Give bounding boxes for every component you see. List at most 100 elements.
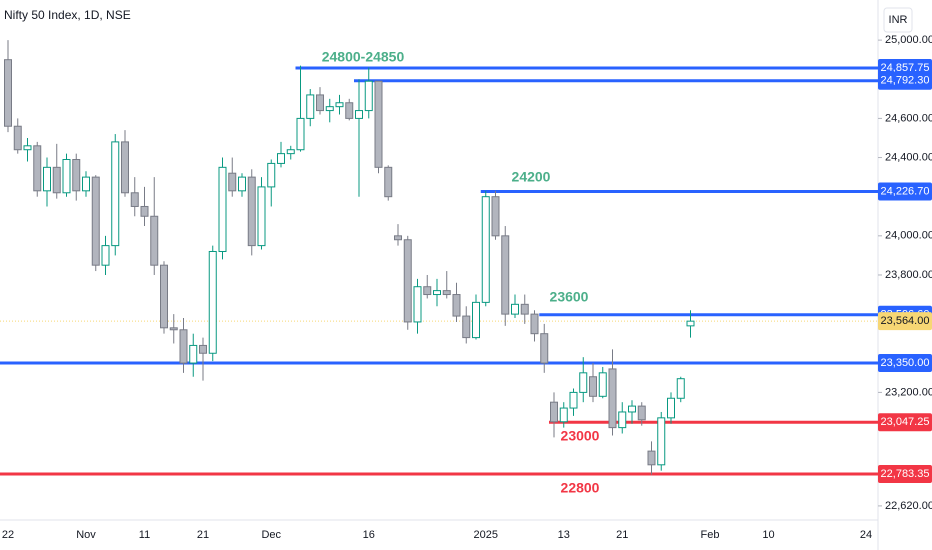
candle-body [150,215,159,266]
candle-body [462,315,471,339]
candle-body [179,329,188,364]
price-label: 23,350.00 [881,357,930,369]
candle-body [335,102,344,108]
y-tick-label: 22,620.00 [885,500,932,512]
price-label-box [878,354,932,373]
candle-body [306,94,315,119]
x-tick-label: Nov [76,529,96,541]
candle-body [472,301,480,339]
candle-body [325,106,334,112]
candle-body [277,153,285,164]
x-tick-label: 22 [2,529,14,541]
x-tick-label: 2025 [474,529,498,541]
candle-body [247,176,256,247]
candle-body [101,245,110,266]
candle-body [686,320,695,327]
y-tick-label: 24,600.00 [885,112,932,124]
level-annotation: 24800-24850 [322,49,405,65]
candle-body [452,294,461,317]
candle-body [238,176,246,192]
x-tick-label: 21 [197,529,209,541]
candle-body [530,313,539,335]
price-label-box [878,464,932,483]
x-tick-label: 11 [139,529,150,541]
candle-body [228,172,237,192]
candle-body [374,80,383,168]
candle-body [140,205,149,217]
y-tick-label: 23,800.00 [885,269,932,281]
candle-body [316,94,324,112]
price-label-box [878,312,932,331]
candle-body [628,405,636,413]
candle-body [637,405,646,421]
candle-body [91,176,100,266]
candle-body [33,145,42,192]
candle-body [608,368,617,429]
candle-body [345,102,354,119]
candle-body [491,196,500,237]
candle-body [257,186,266,247]
x-tick-label: 24 [860,529,872,541]
x-tick-label: Dec [261,529,281,541]
candle-body [364,80,373,112]
candle-body [189,344,198,364]
level-annotation: 22800 [561,480,600,496]
price-label: 23,047.25 [881,416,930,428]
candle-body [394,235,402,241]
candle-body [130,192,139,207]
candle-body [657,417,666,466]
price-label-box [878,182,932,201]
y-tick-label: 24,400.00 [885,151,932,163]
chart-title: Nifty 50 Index, 1D, NSE [4,8,131,22]
candle-body [169,327,178,331]
candle-body [267,162,276,188]
y-tick-label: 25,000.00 [885,34,932,46]
candle-body [433,290,441,296]
candle-body [218,166,227,252]
level-annotation: 24200 [512,169,551,185]
candle-body [52,166,61,194]
candle-body [82,176,90,192]
y-tick-label: 24,000.00 [885,230,932,242]
price-label: 24,792.30 [881,75,930,87]
candle-body [423,286,432,296]
price-label: 24,226.70 [881,185,930,197]
level-annotation: 23000 [561,428,600,444]
candle-body [501,235,510,315]
y-tick-label: 23,200.00 [885,386,932,398]
x-tick-label: 16 [363,529,375,541]
candle-body [647,450,656,466]
candle-body [569,391,578,409]
candle-body [296,117,305,151]
candle-body [618,411,627,429]
x-tick-label: 10 [762,529,774,541]
candle-body [4,59,12,127]
candle-body [442,290,451,296]
candle-body [667,397,675,419]
price-label-box [878,71,932,90]
candle-body [413,286,422,323]
candle-body [121,141,129,194]
x-tick-label: Feb [701,529,720,541]
currency-box[interactable] [883,7,913,33]
candle-body [43,166,51,192]
currency[interactable]: INR [889,14,908,26]
x-tick-label: 13 [558,529,570,541]
price-label: 22,783.35 [881,468,930,480]
candle-body [481,196,490,303]
candle-body [598,372,607,397]
candle-body [208,250,217,354]
price-label: 23,564.00 [881,315,930,327]
price-label-box [878,413,932,432]
candle-body [23,145,32,151]
candle-body [589,376,597,397]
candle-body [579,372,588,393]
candle-body [520,303,529,315]
x-tick-label: 21 [616,529,628,541]
candle-body [286,149,295,155]
candle-body [199,344,207,354]
candle-body [13,125,22,151]
candle-body [355,110,363,119]
